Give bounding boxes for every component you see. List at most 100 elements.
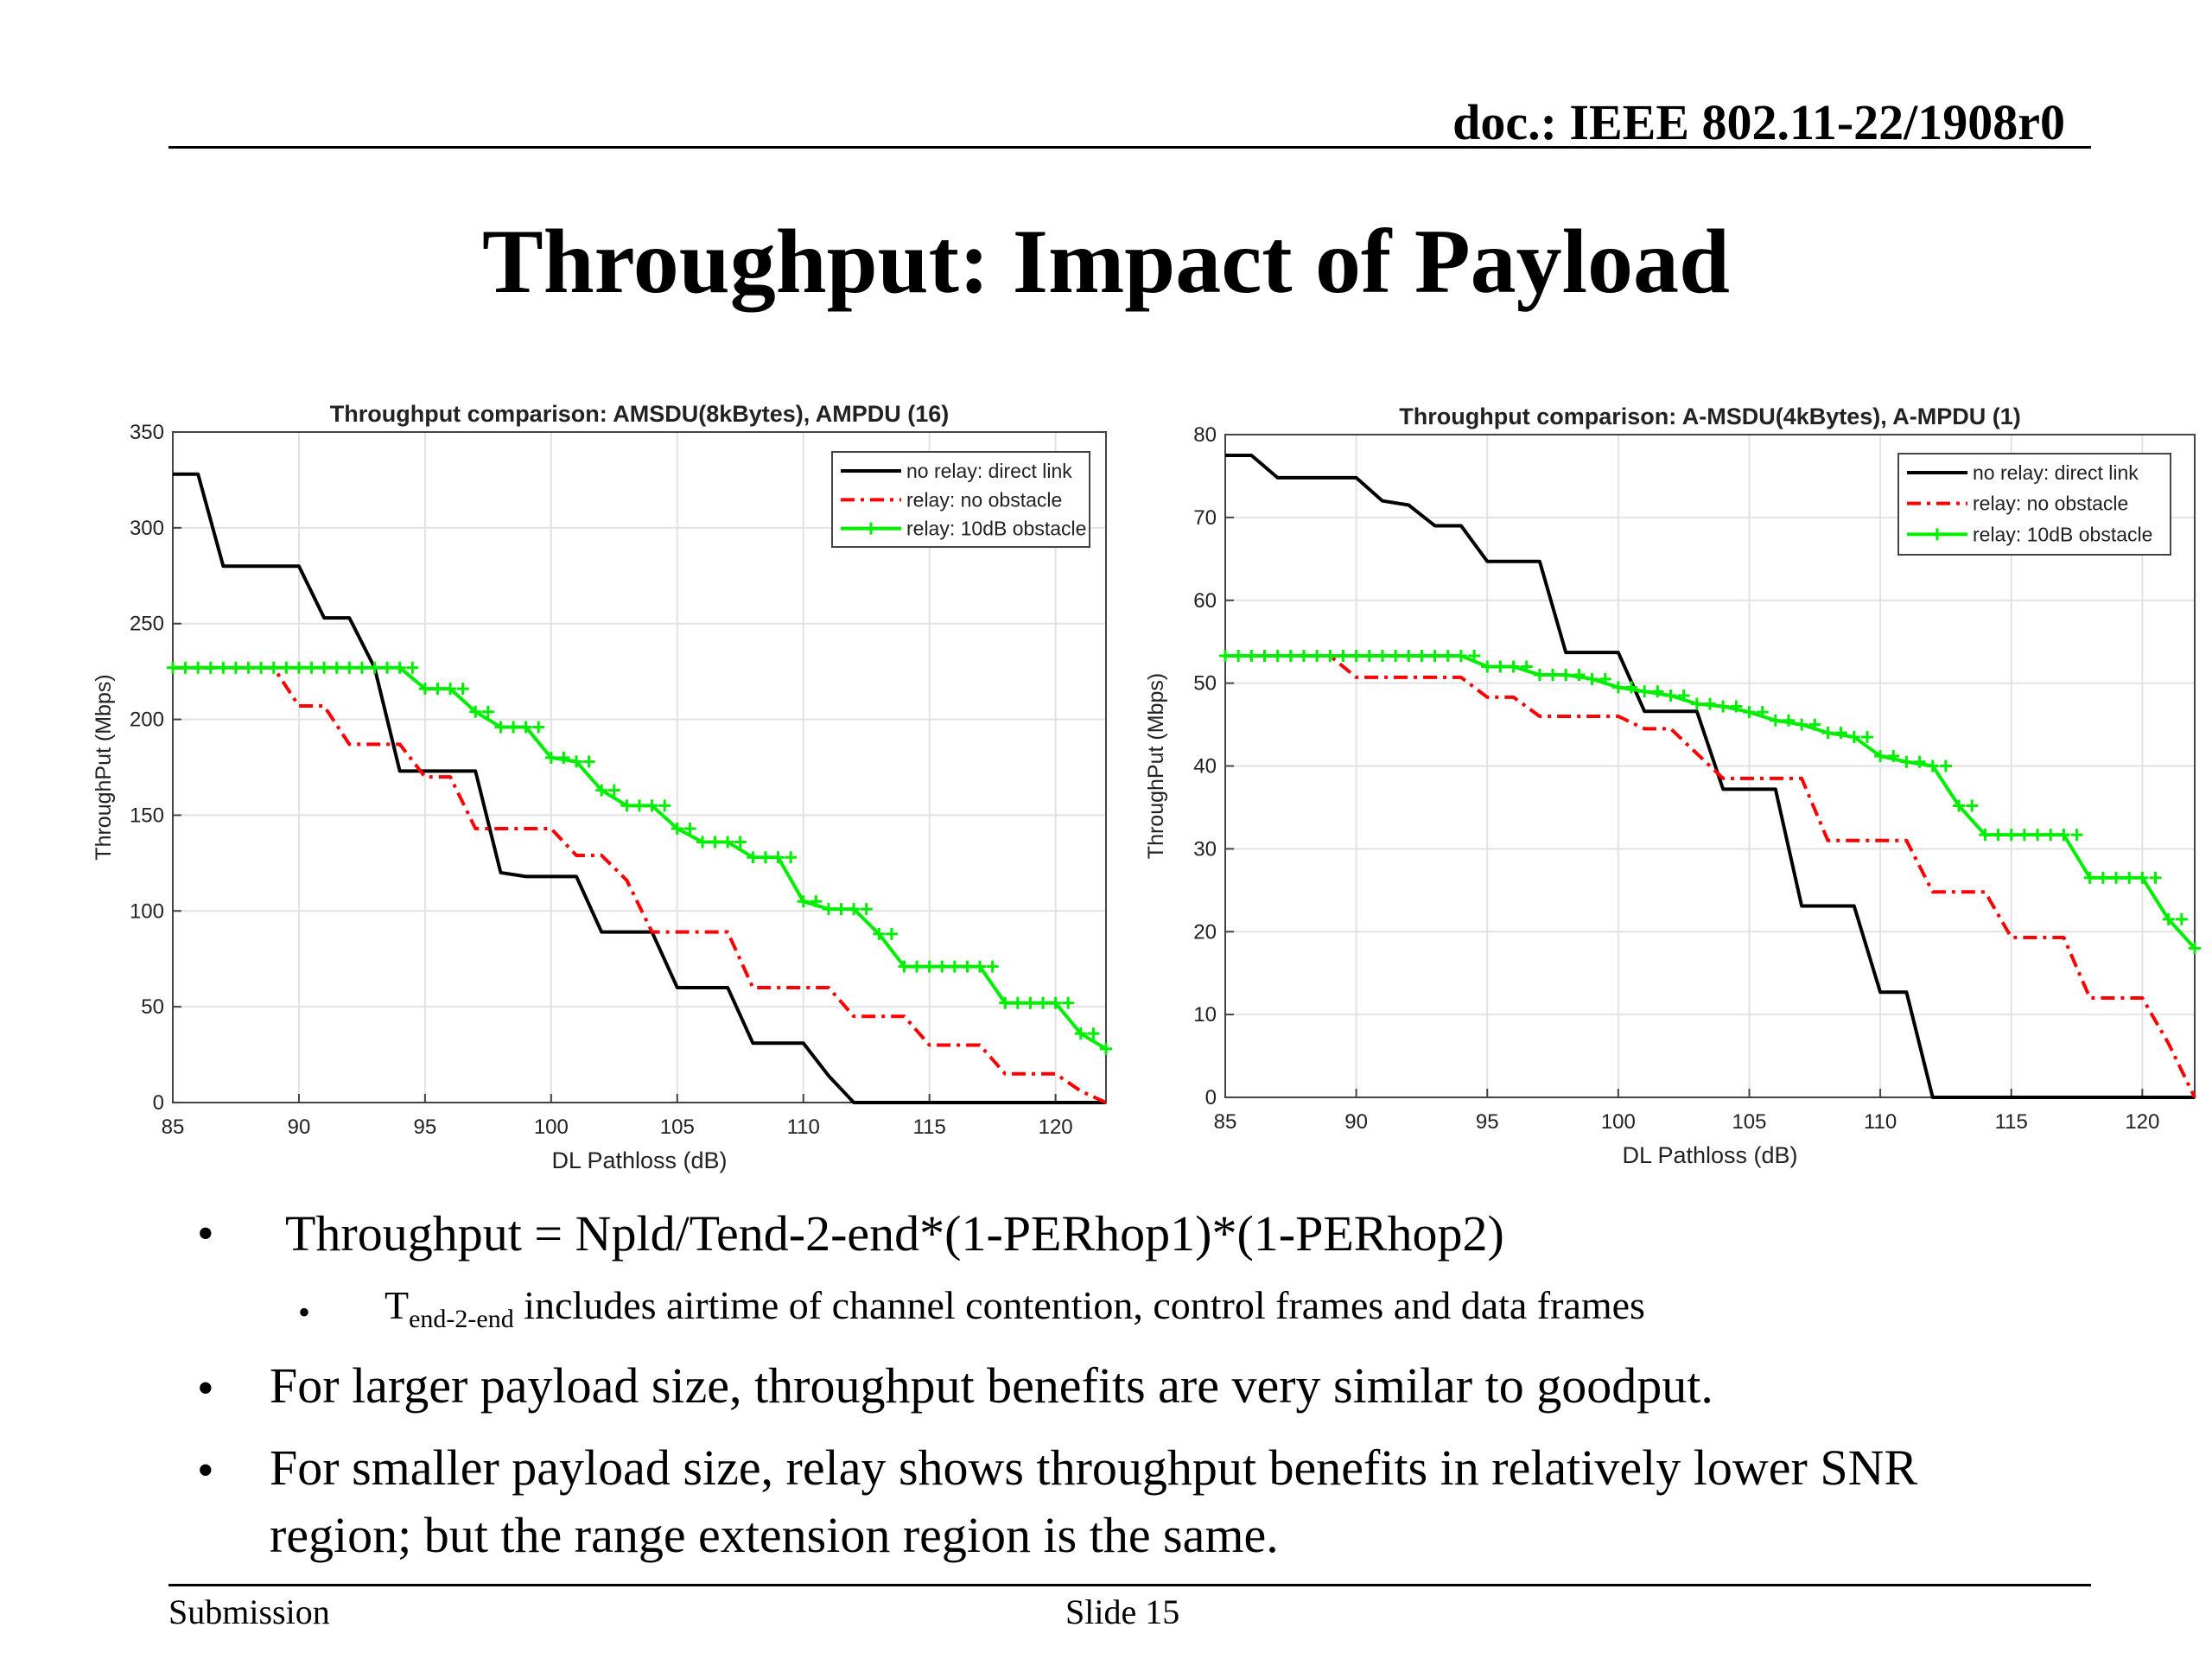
series-point: [1245, 649, 1258, 662]
x-tick-label: 120: [2125, 1110, 2159, 1134]
series-point: [772, 851, 785, 864]
series-point: [2175, 912, 2188, 925]
x-axis-label: DL Pathloss (dB): [551, 1147, 727, 1173]
series-point: [1087, 1027, 1100, 1040]
series-point: [1533, 669, 1546, 682]
series-point: [192, 661, 205, 674]
y-tick-label: 80: [1193, 423, 1217, 447]
series-point: [519, 721, 532, 734]
series-point: [406, 661, 419, 674]
y-tick-label: 350: [130, 421, 164, 444]
series-point: [393, 661, 406, 674]
series-point: [1953, 799, 1966, 812]
series-point: [582, 755, 595, 768]
series-point: [1284, 649, 1297, 662]
series-point: [381, 661, 394, 674]
series-point: [532, 721, 545, 734]
series-point: [923, 960, 936, 973]
y-tick-label: 20: [1193, 920, 1217, 944]
series-point: [1428, 649, 1441, 662]
chart-title: Throughput comparison: AMSDU(8kBytes), A…: [330, 401, 950, 427]
series-point: [229, 661, 242, 674]
series-point: [1507, 660, 1520, 673]
series-point: [242, 661, 255, 674]
series-point: [1743, 706, 1756, 719]
series-point: [848, 903, 861, 916]
series-point: [1011, 996, 1024, 1009]
bullet-marker-3: •: [197, 1444, 214, 1497]
series-point: [633, 799, 645, 812]
y-tick-label: 150: [130, 804, 164, 827]
series-point: [1717, 700, 1730, 713]
series-line-2: [1225, 653, 2196, 1098]
x-tick-label: 100: [534, 1116, 569, 1139]
series-point: [343, 661, 356, 674]
series-point: [1219, 649, 1231, 662]
sub-bullet-subscript: end-2-end: [409, 1305, 514, 1333]
plot-frame: [172, 431, 1107, 1103]
series-point: [620, 799, 633, 812]
series-point: [734, 836, 747, 849]
bullet-marker-2: •: [197, 1362, 214, 1415]
bullet-2-text: For larger payload size, throughput bene…: [270, 1357, 1713, 1414]
sub-bullet-rest: includes airtime of channel contention, …: [513, 1283, 1645, 1327]
series-point: [330, 661, 343, 674]
series-point: [1979, 829, 1992, 842]
series-point: [948, 960, 961, 973]
series-point: [1860, 730, 1873, 743]
x-tick-label: 115: [913, 1116, 946, 1139]
x-tick-label: 85: [1214, 1110, 1237, 1134]
series-point: [835, 903, 848, 916]
series-point: [1258, 649, 1271, 662]
series-point: [305, 661, 318, 674]
series-point: [494, 721, 507, 734]
series-point: [671, 822, 683, 835]
series-point: [1376, 649, 1389, 662]
y-tick-label: 0: [153, 1091, 164, 1115]
series-point: [911, 960, 924, 973]
series-point: [1024, 996, 1037, 1009]
series-point: [204, 661, 217, 674]
series-line-3: [173, 665, 1108, 1051]
series-point: [280, 661, 293, 674]
series-point: [1926, 760, 1939, 772]
series-point: [696, 836, 709, 849]
series-point: [658, 799, 671, 812]
series-point: [570, 755, 583, 768]
y-tick-label: 60: [1193, 589, 1217, 613]
x-tick-label: 90: [288, 1116, 311, 1139]
series-point: [418, 683, 431, 696]
series-point: [709, 836, 721, 849]
series-point: [318, 661, 331, 674]
series-point: [1074, 1027, 1087, 1040]
y-tick-label: 300: [130, 517, 164, 540]
series-point: [1756, 706, 1769, 719]
series-point: [167, 661, 179, 674]
legend-label: no relay: direct link: [1973, 461, 2139, 484]
series-point: [1573, 669, 1586, 682]
series-point: [1481, 660, 1494, 673]
y-tick-label: 0: [1205, 1086, 1217, 1109]
series-point: [1782, 714, 1795, 727]
series-point: [974, 960, 987, 973]
y-tick-label: 100: [130, 899, 164, 923]
y-tick-label: 250: [130, 613, 164, 636]
legend-box: [831, 451, 1090, 548]
series-point: [1494, 660, 1507, 673]
series-point: [2162, 912, 2175, 925]
chart-title: Throughput comparison: A-MSDU(4kBytes), …: [1399, 404, 2021, 429]
series-point: [683, 822, 696, 835]
series-point: [1664, 690, 1677, 702]
series-point: [1271, 649, 1284, 662]
series-line-2: [173, 665, 1107, 1104]
series-point: [481, 705, 494, 718]
series-point: [544, 751, 557, 764]
series-point: [1415, 649, 1428, 662]
series-point: [873, 927, 886, 940]
series-point: [368, 661, 381, 674]
sub-bullet-text: Tend-2-end includes airtime of channel c…: [385, 1282, 1645, 1334]
header-rule: [168, 146, 2091, 149]
series-point: [1062, 996, 1075, 1009]
series-point: [1100, 1042, 1112, 1055]
series-point: [860, 903, 873, 916]
